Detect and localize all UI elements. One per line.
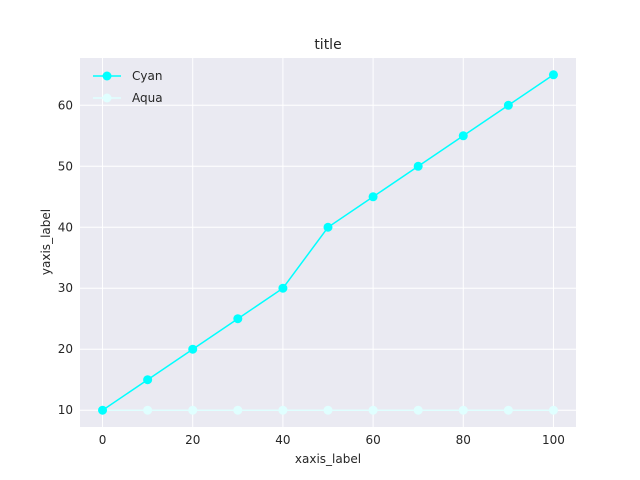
legend-label-aqua: Aqua <box>132 91 163 105</box>
data-point-aqua <box>548 405 558 415</box>
y-tick-label: 10 <box>58 403 73 417</box>
x-tick-label: 0 <box>99 433 107 447</box>
legend-item-cyan: Cyan <box>93 69 162 83</box>
data-point-cyan <box>188 344 198 354</box>
y-tick-label: 30 <box>58 281 73 295</box>
series-cyan <box>98 70 558 415</box>
data-point-aqua <box>368 405 378 415</box>
x-tick-label: 80 <box>456 433 471 447</box>
x-axis-label: xaxis_label <box>295 452 361 466</box>
data-point-cyan <box>233 314 243 324</box>
data-point-aqua <box>143 405 153 415</box>
legend-marker-cyan <box>102 71 112 81</box>
data-point-cyan <box>323 222 333 232</box>
data-point-cyan <box>413 161 423 171</box>
x-tick-label: 40 <box>275 433 290 447</box>
x-ticks: 0 20 40 60 80 100 <box>99 433 565 447</box>
x-tick-label: 100 <box>542 433 565 447</box>
series-layer <box>98 70 558 415</box>
y-tick-label: 40 <box>58 220 73 234</box>
plot-area <box>80 58 576 427</box>
data-point-aqua <box>503 405 513 415</box>
data-point-aqua <box>188 405 198 415</box>
y-axis-label: yaxis_label <box>39 209 53 275</box>
legend-item-aqua: Aqua <box>93 91 163 105</box>
data-point-cyan <box>458 131 468 141</box>
legend-marker-aqua <box>102 93 112 103</box>
data-point-cyan <box>548 70 558 80</box>
legend: Cyan Aqua <box>93 69 163 105</box>
data-point-cyan <box>503 100 513 110</box>
data-point-aqua <box>458 405 468 415</box>
y-tick-label: 20 <box>58 342 73 356</box>
data-point-cyan <box>368 192 378 202</box>
y-ticks: 10 20 30 40 50 60 <box>58 98 73 417</box>
data-point-aqua <box>278 405 288 415</box>
data-point-aqua <box>233 405 243 415</box>
data-point-cyan <box>143 375 153 385</box>
x-tick-label: 60 <box>365 433 380 447</box>
chart-title: title <box>314 37 341 53</box>
y-tick-label: 50 <box>58 159 73 173</box>
x-tick-label: 20 <box>185 433 200 447</box>
legend-label-cyan: Cyan <box>132 69 162 83</box>
data-point-cyan <box>278 283 288 293</box>
data-point-aqua <box>413 405 423 415</box>
data-point-cyan <box>98 405 108 415</box>
y-tick-label: 60 <box>58 98 73 112</box>
data-point-aqua <box>323 405 333 415</box>
